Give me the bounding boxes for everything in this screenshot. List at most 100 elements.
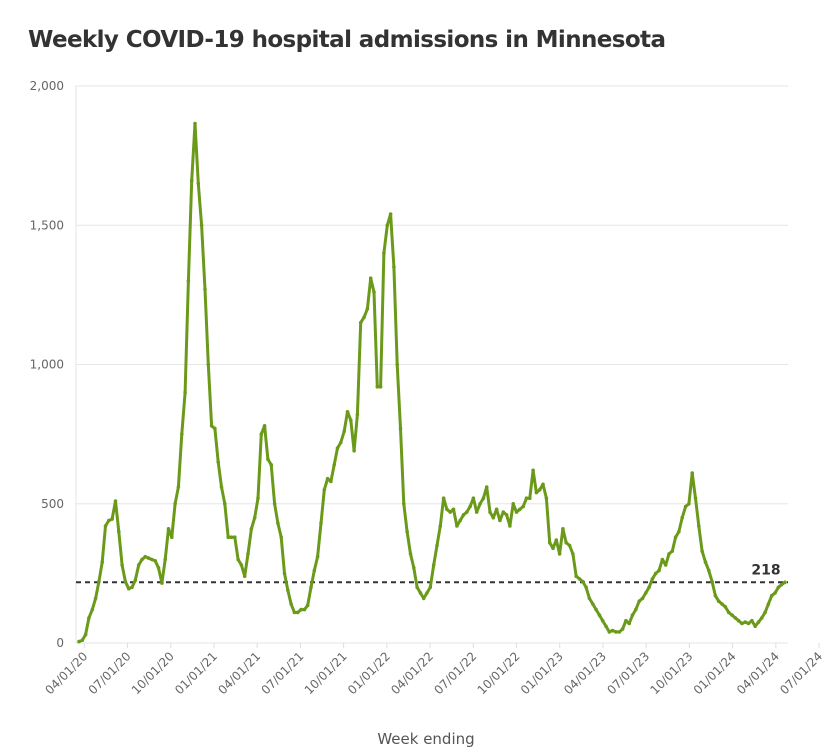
data-point[interactable]: [760, 616, 764, 620]
data-point[interactable]: [571, 552, 575, 556]
data-point[interactable]: [524, 496, 529, 501]
data-point[interactable]: [335, 446, 340, 450]
data-point[interactable]: [597, 613, 602, 617]
data-point[interactable]: [163, 557, 167, 562]
data-point[interactable]: [683, 504, 688, 509]
data-point[interactable]: [305, 603, 310, 608]
data-point[interactable]: [153, 559, 157, 563]
data-point[interactable]: [736, 618, 741, 623]
data-point[interactable]: [329, 479, 333, 484]
data-point[interactable]: [322, 488, 327, 492]
data-point[interactable]: [97, 579, 101, 584]
data-point[interactable]: [256, 496, 260, 501]
data-point[interactable]: [670, 549, 675, 553]
data-point[interactable]: [564, 540, 568, 545]
data-point[interactable]: [120, 563, 124, 567]
data-point[interactable]: [484, 485, 489, 489]
data-point[interactable]: [667, 552, 671, 556]
data-point[interactable]: [349, 418, 353, 423]
data-point[interactable]: [296, 610, 300, 615]
data-point[interactable]: [272, 502, 277, 506]
data-point[interactable]: [339, 440, 343, 445]
data-point[interactable]: [650, 577, 655, 581]
data-point[interactable]: [673, 535, 678, 539]
data-point[interactable]: [279, 535, 284, 539]
data-point[interactable]: [358, 320, 363, 325]
data-point[interactable]: [173, 502, 177, 506]
data-point[interactable]: [83, 632, 88, 637]
data-point[interactable]: [226, 535, 230, 539]
data-point[interactable]: [143, 554, 148, 559]
data-point[interactable]: [269, 463, 274, 467]
data-point[interactable]: [677, 529, 681, 534]
data-point[interactable]: [213, 426, 217, 431]
data-point[interactable]: [428, 585, 433, 590]
data-point[interactable]: [587, 596, 592, 601]
data-point[interactable]: [385, 223, 390, 228]
data-point[interactable]: [176, 485, 181, 489]
data-point[interactable]: [491, 515, 496, 520]
data-point[interactable]: [521, 504, 525, 509]
data-point[interactable]: [352, 449, 356, 453]
data-point[interactable]: [707, 568, 711, 573]
data-point[interactable]: [282, 571, 287, 576]
data-point[interactable]: [107, 518, 111, 523]
data-point[interactable]: [183, 390, 187, 395]
data-point[interactable]: [418, 591, 423, 595]
data-point[interactable]: [534, 490, 539, 495]
data-point[interactable]: [680, 515, 684, 520]
data-point[interactable]: [319, 521, 323, 525]
data-point[interactable]: [103, 524, 108, 528]
data-point[interactable]: [620, 627, 625, 631]
data-point[interactable]: [402, 502, 406, 506]
data-point[interactable]: [203, 287, 207, 292]
data-point[interactable]: [325, 476, 330, 481]
data-point[interactable]: [498, 518, 502, 523]
data-point[interactable]: [733, 616, 738, 620]
data-point[interactable]: [196, 181, 201, 186]
data-point[interactable]: [726, 610, 731, 615]
data-point[interactable]: [80, 638, 85, 642]
data-point[interactable]: [501, 510, 506, 514]
data-point[interactable]: [292, 610, 297, 615]
data-point[interactable]: [773, 591, 777, 595]
data-point[interactable]: [481, 496, 486, 501]
data-point[interactable]: [657, 568, 661, 573]
data-point[interactable]: [77, 639, 81, 644]
data-point[interactable]: [216, 460, 220, 464]
data-point[interactable]: [312, 568, 317, 573]
data-point[interactable]: [604, 624, 608, 629]
data-point[interactable]: [783, 580, 787, 585]
data-point[interactable]: [743, 620, 747, 624]
data-point[interactable]: [455, 524, 459, 528]
data-point[interactable]: [415, 585, 419, 590]
data-point[interactable]: [286, 588, 290, 592]
data-point[interactable]: [723, 605, 728, 609]
data-point[interactable]: [740, 621, 744, 626]
data-point[interactable]: [504, 513, 509, 517]
data-point[interactable]: [634, 607, 638, 612]
data-point[interactable]: [93, 596, 98, 601]
data-point[interactable]: [431, 563, 436, 567]
data-point[interactable]: [594, 607, 598, 612]
data-point[interactable]: [746, 621, 751, 626]
data-point[interactable]: [644, 591, 648, 595]
data-point[interactable]: [779, 582, 784, 587]
data-point[interactable]: [90, 607, 95, 612]
data-point[interactable]: [624, 618, 628, 623]
data-point[interactable]: [567, 543, 572, 548]
data-point[interactable]: [551, 546, 555, 551]
data-point[interactable]: [713, 593, 718, 598]
data-point[interactable]: [769, 593, 774, 598]
data-point[interactable]: [561, 527, 565, 531]
data-point[interactable]: [458, 518, 463, 523]
data-point[interactable]: [451, 507, 456, 512]
data-point[interactable]: [87, 616, 91, 620]
data-point[interactable]: [345, 410, 350, 414]
data-point[interactable]: [239, 563, 244, 567]
data-point[interactable]: [392, 265, 396, 269]
data-point[interactable]: [763, 610, 767, 615]
data-point[interactable]: [412, 566, 416, 570]
data-point[interactable]: [170, 535, 174, 539]
data-point[interactable]: [693, 496, 698, 501]
